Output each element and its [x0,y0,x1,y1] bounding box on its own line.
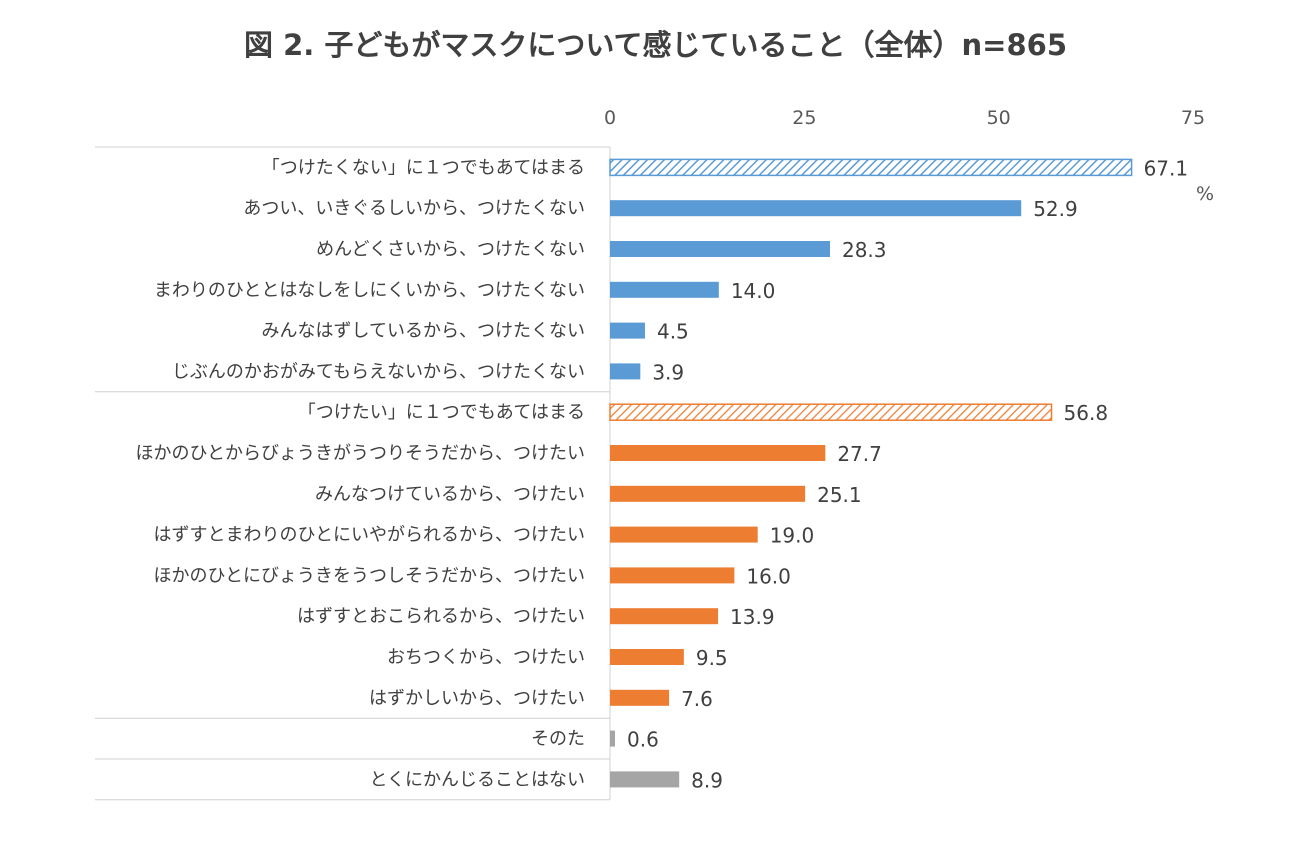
category-label: そのた [531,729,585,750]
bar [610,771,680,788]
category-label: はずすとまわりのひとにいやがられるから、つけたい [154,525,585,546]
bar [610,649,684,665]
category-label: 「つけたい」に１つでもあてはまる [298,402,585,423]
category-labels: 「つけたくない」に１つでもあてはまるあつい、いきぐるしいから、つけたくないめんど… [136,157,585,790]
bar [610,526,758,543]
category-label: まわりのひととはなしをしにくいから、つけたくない [154,280,585,301]
value-label: 8.9 [691,768,723,792]
category-label: おちつくから、つけたい [387,647,585,668]
value-label: 13.9 [730,605,775,629]
x-axis-ticks: 0 25 50 75% [604,107,1214,205]
value-label: 14.0 [731,279,776,303]
value-label: 4.5 [657,320,689,344]
bar [610,567,735,584]
value-label: 19.0 [770,524,815,548]
bar [610,363,641,380]
value-label: 25.1 [817,483,862,507]
category-label: はずすとおこられるから、つけたい [297,606,585,627]
value-label: 28.3 [842,238,887,262]
value-label: 7.6 [681,687,713,711]
bar [610,200,1022,217]
value-label: 3.9 [652,360,684,384]
value-label: 9.5 [696,646,728,670]
value-label: 67.1 [1144,156,1189,180]
bars [609,158,1133,788]
category-label: じぶんのかおがみてもらえないから、つけたくない [172,361,585,382]
category-label: めんどくさいから、つけたくない [316,239,585,260]
x-tick-label: 75 [1181,107,1205,129]
unit-label: % [1196,183,1214,205]
chart-title: 図 2. 子どもがマスクについて感じていること（全体）n=865 [244,28,1067,62]
bar [609,158,1133,177]
bar [610,322,645,339]
value-label: 52.9 [1033,197,1078,221]
value-labels: 67.1 52.9 28.3 14.0 4.5 3.9 56.8 27.7 25.119.0 16… [627,156,1188,792]
category-label: ほかのひとからびょうきがうつりそうだから、つけたい [136,443,585,464]
category-label: みんなはずしているから、つけたくない [262,321,585,342]
bar [609,403,1053,421]
category-label: 「つけたくない」に１つでもあてはまる [262,157,585,178]
bar [610,689,670,706]
value-label: 16.0 [746,564,791,588]
category-label: ほかのひとにびょうきをうつしそうだから、つけたい [154,565,585,586]
category-label: みんなつけているから、つけたい [315,484,585,505]
value-label: 56.8 [1064,401,1109,425]
category-label: はずかしいから、つけたい [369,688,585,709]
value-label: 0.6 [627,728,659,752]
bar [610,445,826,461]
x-tick-label: 0 [604,107,616,129]
x-tick-label: 50 [987,107,1011,129]
x-tick-label: 25 [792,107,816,129]
bar [610,485,806,502]
category-label: あつい、いきぐるしいから、つけたくない [243,198,585,219]
bar [610,730,615,747]
bar [610,241,830,257]
bar [610,608,719,625]
bar [610,281,719,298]
value-label: 27.7 [837,442,882,466]
category-label: とくにかんじることはない [370,769,585,790]
